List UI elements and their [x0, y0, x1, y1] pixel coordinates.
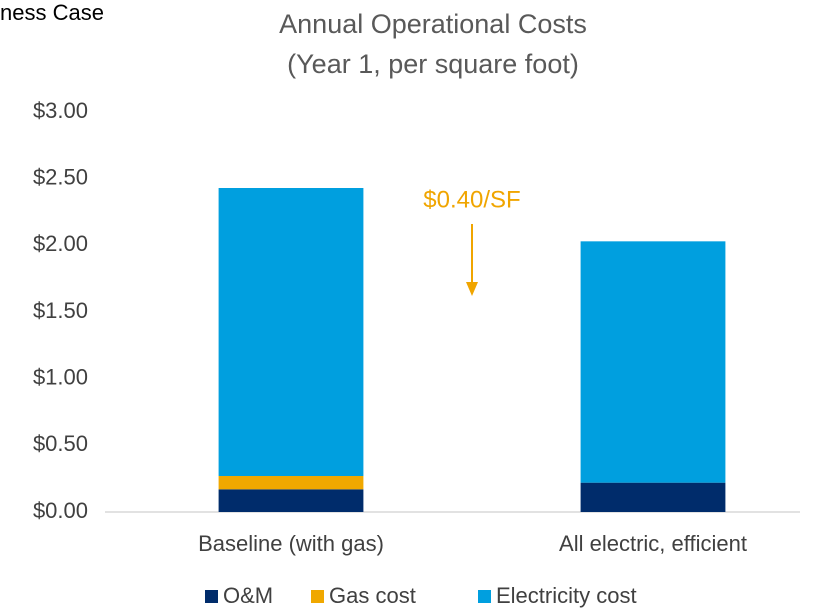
annotation: $0.40/SF [423, 186, 520, 213]
legend-swatch [205, 590, 218, 603]
header-fragment: ness Case [0, 0, 104, 25]
legend-label: Gas cost [329, 583, 416, 608]
chart-subtitle: (Year 1, per square foot) [287, 49, 579, 79]
legend-label: O&M [223, 583, 273, 608]
x-tick-label: Baseline (with gas) [198, 531, 384, 556]
bar-segment [580, 241, 726, 483]
annotation-arrowhead [466, 282, 478, 296]
legend-label: Electricity cost [496, 583, 637, 608]
y-tick-label: $0.00 [33, 498, 88, 523]
bar-segment [218, 188, 364, 476]
bar-segment [218, 476, 364, 490]
y-tick-label: $1.50 [33, 298, 88, 323]
x-tick-label: All electric, efficient [559, 531, 747, 556]
y-tick-label: $1.00 [33, 364, 88, 389]
y-tick-label: $2.50 [33, 164, 88, 189]
bar-segment [218, 489, 364, 512]
y-tick-label: $2.00 [33, 231, 88, 256]
legend-swatch [478, 590, 491, 603]
legend-swatch [311, 590, 324, 603]
chart-title: Annual Operational Costs [279, 9, 587, 39]
bar-segment [580, 482, 726, 512]
y-tick-label: $0.50 [33, 431, 88, 456]
y-tick-label: $3.00 [33, 98, 88, 123]
